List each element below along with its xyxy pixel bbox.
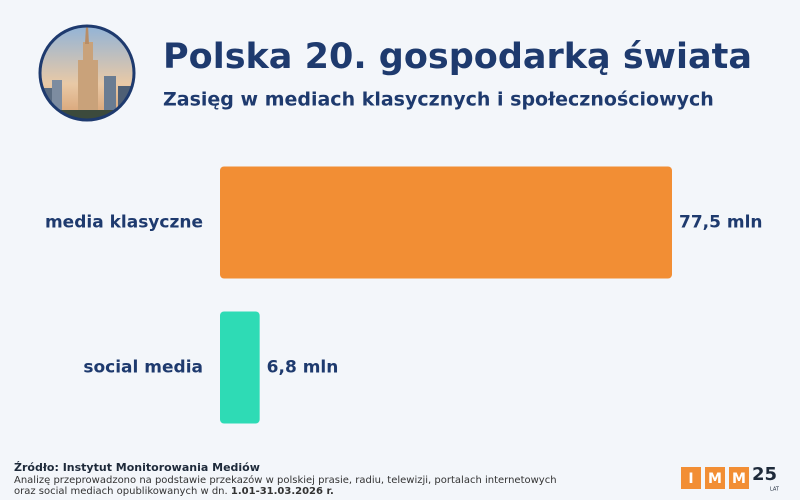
category-label: social media — [83, 358, 203, 378]
bar — [220, 166, 672, 279]
category-label: media klasyczne — [45, 213, 203, 233]
photo-ring — [38, 24, 136, 122]
note-date: 1.01-31.03.2026 r. — [231, 486, 334, 497]
chart-title: Polska 20. gospodarką świata — [163, 37, 752, 77]
note-line: oraz social mediach opublikowanych w dn.… — [14, 486, 334, 497]
bar — [220, 311, 260, 424]
note-line: Analizę przeprowadzono na podstawie prze… — [14, 474, 557, 486]
logo: I M M 25 LAT — [681, 464, 780, 493]
logo-box — [681, 467, 701, 489]
value-label: 6,8 mln — [267, 358, 339, 378]
source: Źródło: Instytut Monitorowania Mediów — [14, 461, 260, 474]
logo-number: 25 — [752, 464, 777, 485]
logo-letter: I — [688, 471, 693, 487]
logo-suffix: LAT — [770, 487, 780, 493]
logo-box — [705, 467, 725, 489]
note-text: oraz social mediach opublikowanych w dn. — [14, 486, 228, 497]
logo-letter: M — [732, 471, 746, 487]
chart-subtitle: Zasięg w mediach klasycznych i społeczno… — [163, 89, 714, 111]
logo-box — [729, 467, 749, 489]
value-label: 77,5 mln — [679, 213, 763, 233]
logo-letter: M — [708, 471, 722, 487]
